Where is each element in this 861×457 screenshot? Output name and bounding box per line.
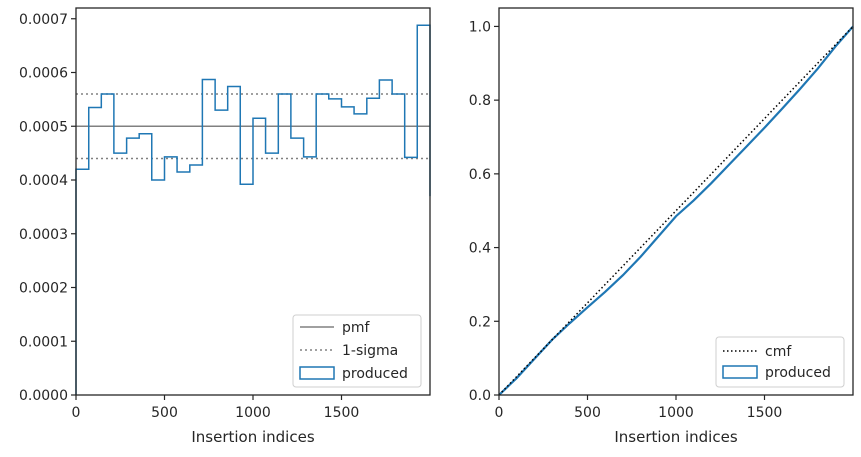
right-legend: cmf produced: [715, 336, 845, 388]
left-legend-produced-label: produced: [342, 366, 408, 382]
right-y-tick-label: 0.0: [469, 388, 491, 404]
right-y-tick-label: 0.4: [469, 241, 491, 257]
chart-right: 0 500 1000 1500 0.0 0.2 0.4 0.6 0.8 1.0 Insertion…: [469, 7, 854, 446]
left-y-tick-label: 0.0007: [19, 12, 68, 28]
right-x-tick-label: 0: [495, 405, 504, 421]
left-x-tick-label: 1500: [324, 405, 360, 421]
left-y-tick-label: 0.0005: [19, 119, 68, 135]
right-y-tick-label: 0.6: [469, 167, 491, 183]
produced-histogram: [75, 24, 431, 395]
left-y-tick-label: 0.0003: [19, 227, 68, 243]
right-plot-area: [498, 25, 854, 396]
right-legend-box: [715, 336, 845, 388]
right-legend-produced-label: produced: [765, 365, 831, 381]
right-axes: 0 500 1000 1500 0.0 0.2 0.4 0.6 0.8 1.0: [469, 7, 854, 421]
left-y-tick-label: 0.0006: [19, 66, 68, 82]
left-legend-box: [292, 314, 422, 388]
left-x-axis-label: Insertion indices: [191, 428, 314, 446]
cmf-line: [498, 25, 854, 396]
right-x-axis-label: Insertion indices: [614, 428, 737, 446]
left-x-tick-label: 1000: [235, 405, 271, 421]
right-y-tick-label: 1.0: [469, 19, 491, 35]
left-x-tick-label: 0: [72, 405, 81, 421]
left-legend-produced-swatch: [299, 366, 335, 380]
left-y-tick-label: 0.0004: [19, 173, 68, 189]
left-legend-pmf-label: pmf: [342, 320, 371, 336]
right-y-tick-label: 0.8: [469, 93, 491, 109]
right-x-tick-label: 1500: [747, 405, 783, 421]
right-legend-produced-swatch: [722, 365, 758, 379]
left-legend: pmf 1-sigma produced: [292, 314, 422, 388]
left-plot-area: [75, 24, 431, 395]
left-legend-sigma-label: 1-sigma: [342, 343, 398, 359]
left-y-tick-label: 0.0002: [19, 281, 68, 297]
left-y-tick-label: 0.0000: [19, 388, 68, 404]
right-x-tick-label: 1000: [658, 405, 694, 421]
right-x-tick-label: 500: [574, 405, 601, 421]
right-legend-cmf-label: cmf: [765, 344, 792, 360]
left-x-tick-label: 500: [151, 405, 178, 421]
chart-left: 0 500 1000 1500 0.0000 0.0001 0.0002 0.0003 0.00…: [19, 7, 431, 446]
right-y-tick-label: 0.2: [469, 314, 491, 330]
left-y-tick-label: 0.0001: [19, 334, 68, 350]
left-axes: 0 500 1000 1500 0.0000 0.0001 0.0002 0.0003 0.00…: [19, 7, 431, 421]
